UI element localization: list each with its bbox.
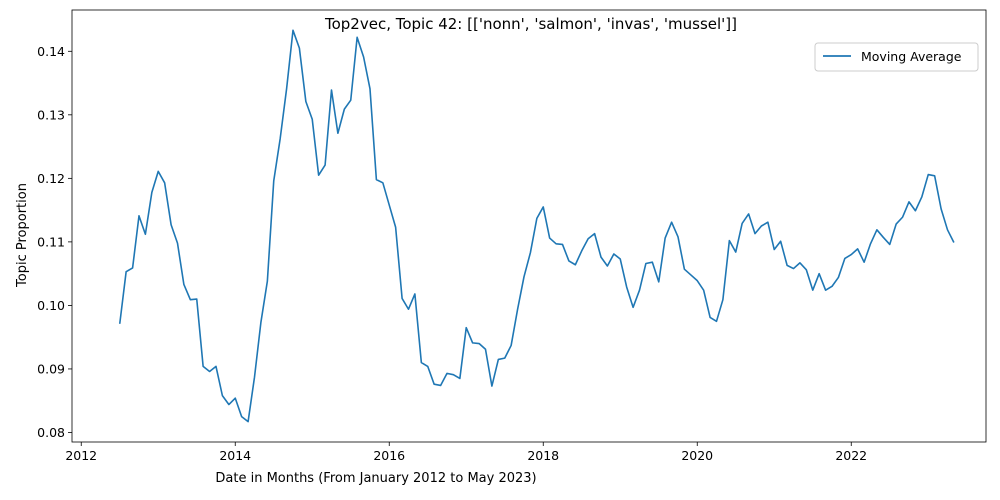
x-axis-label: Date in Months (From January 2012 to May… xyxy=(215,471,536,486)
legend: Moving Average xyxy=(814,42,979,72)
x-tick-label: 2012 xyxy=(65,448,97,463)
y-tick-label: 0.12 xyxy=(37,171,65,186)
y-tick-label: 0.11 xyxy=(37,234,65,249)
legend-box xyxy=(814,42,979,72)
y-tick-label: 0.14 xyxy=(37,44,65,59)
x-tick-label: 2018 xyxy=(527,448,559,463)
series-line-0 xyxy=(118,29,955,423)
x-tick-label: 2020 xyxy=(681,448,713,463)
chart-title: Top2vec, Topic 42: [['nonn', 'salmon', '… xyxy=(324,15,737,33)
plot-lines xyxy=(118,29,955,423)
y-axis: 0.08 0.09 0.10 0.11 0.12 0.13 0.14 xyxy=(37,44,72,440)
y-tick-label: 0.10 xyxy=(37,298,65,313)
x-tick-label: 2022 xyxy=(835,448,867,463)
x-tick-label: 2016 xyxy=(373,448,405,463)
y-tick-label: 0.13 xyxy=(37,107,65,122)
x-tick-label: 2014 xyxy=(219,448,251,463)
y-tick-label: 0.09 xyxy=(37,361,65,376)
x-axis: 2012 2014 2016 2018 2020 2022 xyxy=(65,442,867,463)
legend-label-moving-average: Moving Average xyxy=(861,49,962,64)
y-tick-label: 0.08 xyxy=(37,425,65,440)
y-axis-label: Topic Proportion xyxy=(15,183,30,288)
plot-area-frame xyxy=(71,9,987,443)
